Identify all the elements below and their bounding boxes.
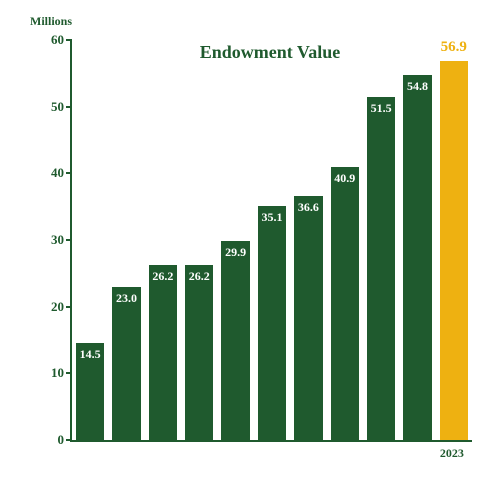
y-tick-label: 50	[36, 99, 64, 115]
y-tick-mark	[66, 106, 72, 108]
y-tick-mark	[66, 372, 72, 374]
plot-area: 14.5 23.0 26.2 26.2 29.9 35.1 36.6 40.9 51.5 54.8…	[70, 40, 472, 442]
bar-value-label: 26.2	[149, 269, 177, 284]
x-tick-label: 2023	[440, 446, 464, 461]
bar-value-label: 35.1	[258, 210, 286, 225]
y-tick-mark	[66, 306, 72, 308]
bar-value-label: 54.8	[403, 79, 431, 94]
bar-value-label: 14.5	[76, 347, 104, 362]
y-tick-label: 20	[36, 299, 64, 315]
y-tick-mark	[66, 439, 72, 441]
y-tick-label: 10	[36, 365, 64, 381]
bar-value-label: 51.5	[367, 101, 395, 116]
bar-value-label: 36.6	[294, 200, 322, 215]
bar-value-label: 56.9	[440, 39, 468, 56]
y-axis-unit: Millions	[30, 14, 72, 29]
y-tick-label: 0	[36, 432, 64, 448]
bar: 51.5	[367, 97, 395, 440]
y-tick-label: 40	[36, 165, 64, 181]
bar: 40.9	[331, 167, 359, 440]
bar: 23.0	[112, 287, 140, 440]
y-tick-label: 30	[36, 232, 64, 248]
chart-container: Millions Endowment Value 14.523.026.226.…	[0, 0, 500, 500]
bar-value-label: 40.9	[331, 171, 359, 186]
bar: 29.9	[221, 241, 249, 440]
bar: 54.8	[403, 75, 431, 440]
y-tick-mark	[66, 239, 72, 241]
y-tick-mark	[66, 39, 72, 41]
bar: 26.2	[149, 265, 177, 440]
bar-value-label: 23.0	[112, 291, 140, 306]
bar-highlight: 56.9	[440, 61, 468, 440]
bar: 26.2	[185, 265, 213, 440]
bar: 14.5	[76, 343, 104, 440]
y-tick-mark	[66, 172, 72, 174]
bar-value-label: 29.9	[221, 245, 249, 260]
bar-value-label: 26.2	[185, 269, 213, 284]
y-tick-label: 60	[36, 32, 64, 48]
bar: 36.6	[294, 196, 322, 440]
bar: 35.1	[258, 206, 286, 440]
